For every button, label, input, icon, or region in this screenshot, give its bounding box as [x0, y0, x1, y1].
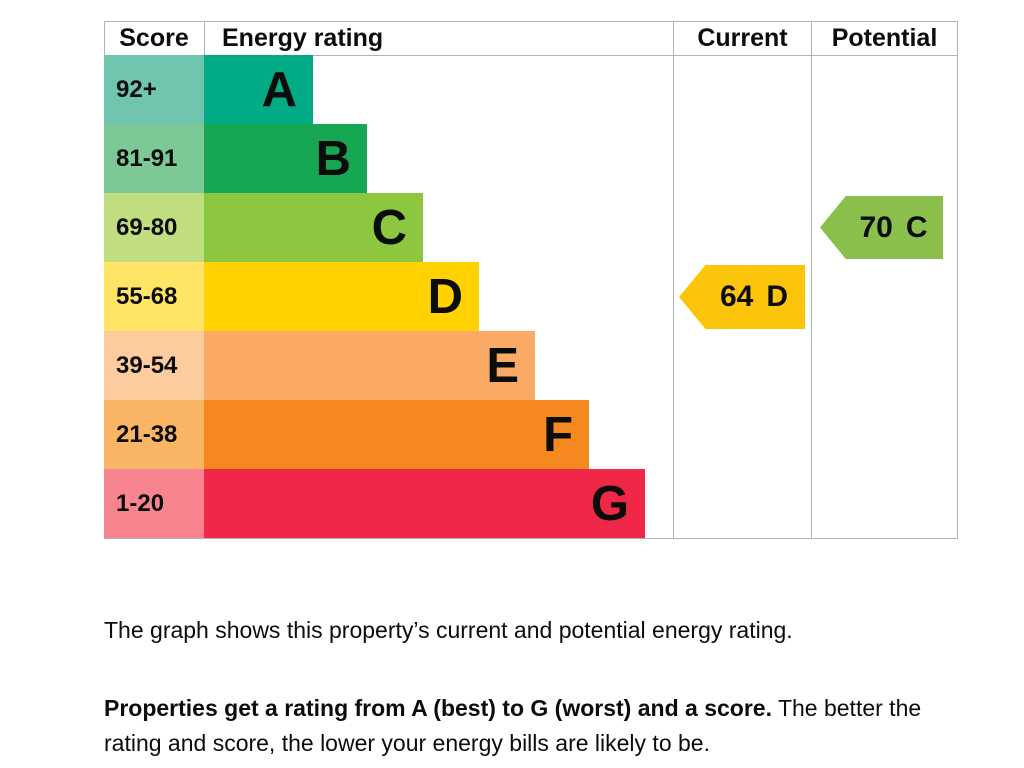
table-bottom-border — [104, 538, 958, 539]
band-bar: G — [204, 469, 645, 538]
header-potential: Potential — [831, 24, 938, 52]
table-top-border — [104, 21, 958, 22]
band-score-range: 92+ — [104, 55, 204, 124]
current-column-left-divider — [673, 21, 674, 538]
band-bar: D — [204, 262, 479, 331]
current-rating-arrow: 64 D — [679, 265, 805, 329]
rating-explanation: Properties get a rating from A (best) to… — [104, 691, 956, 761]
potential-column-left-divider — [811, 21, 812, 538]
band-score-range: 55-68 — [104, 262, 204, 331]
band-row-a: 92+ A — [104, 55, 645, 124]
band-row-e: 39-54 E — [104, 331, 645, 400]
band-bar: F — [204, 400, 589, 469]
band-letter: A — [261, 62, 297, 117]
header-energy-rating: Energy rating — [222, 24, 384, 52]
potential-rating-letter: C — [905, 210, 928, 244]
band-score-range: 39-54 — [104, 331, 204, 400]
band-bar: B — [204, 124, 367, 193]
chart-caption: The graph shows this property’s current … — [104, 617, 793, 643]
table-right-border — [957, 21, 958, 538]
header-score: Score — [119, 24, 189, 52]
energy-rating-chart: Score Energy rating Current Potential 92… — [104, 21, 958, 539]
band-bar: C — [204, 193, 423, 262]
band-letter: D — [427, 269, 463, 324]
band-bar: E — [204, 331, 535, 400]
band-letter: C — [371, 200, 407, 255]
band-row-f: 21-38 F — [104, 400, 645, 469]
band-bar: A — [204, 55, 313, 124]
current-rating-letter: D — [766, 280, 789, 313]
rating-explanation-rest: The better the rating and score, the low… — [104, 695, 922, 756]
current-score: 64 — [719, 280, 754, 313]
band-letter: E — [486, 338, 519, 393]
header-current: Current — [697, 24, 788, 52]
potential-score: 70 — [859, 210, 893, 244]
band-score-range: 69-80 — [104, 193, 204, 262]
band-letter: F — [543, 407, 573, 462]
band-letter: G — [590, 476, 629, 531]
table-header-bottom-border — [104, 55, 958, 56]
band-rows: 92+ A 81-91 B 69-80 C 55-68 D 39-54 E 21… — [104, 55, 645, 538]
band-row-g: 1-20 G — [104, 469, 645, 538]
band-row-c: 69-80 C — [104, 193, 645, 262]
table-header-row: Score Energy rating Current Potential — [104, 21, 958, 55]
band-row-b: 81-91 B — [104, 124, 645, 193]
score-column-divider — [204, 21, 205, 55]
rating-explanation-bold: Properties get a rating from A (best) to… — [104, 695, 772, 721]
band-score-range: 81-91 — [104, 124, 204, 193]
band-letter: B — [315, 131, 351, 186]
band-score-range: 21-38 — [104, 400, 204, 469]
potential-rating-arrow: 70 C — [820, 196, 943, 259]
band-score-range: 1-20 — [104, 469, 204, 538]
band-row-d: 55-68 D — [104, 262, 645, 331]
table-left-border — [104, 21, 105, 55]
